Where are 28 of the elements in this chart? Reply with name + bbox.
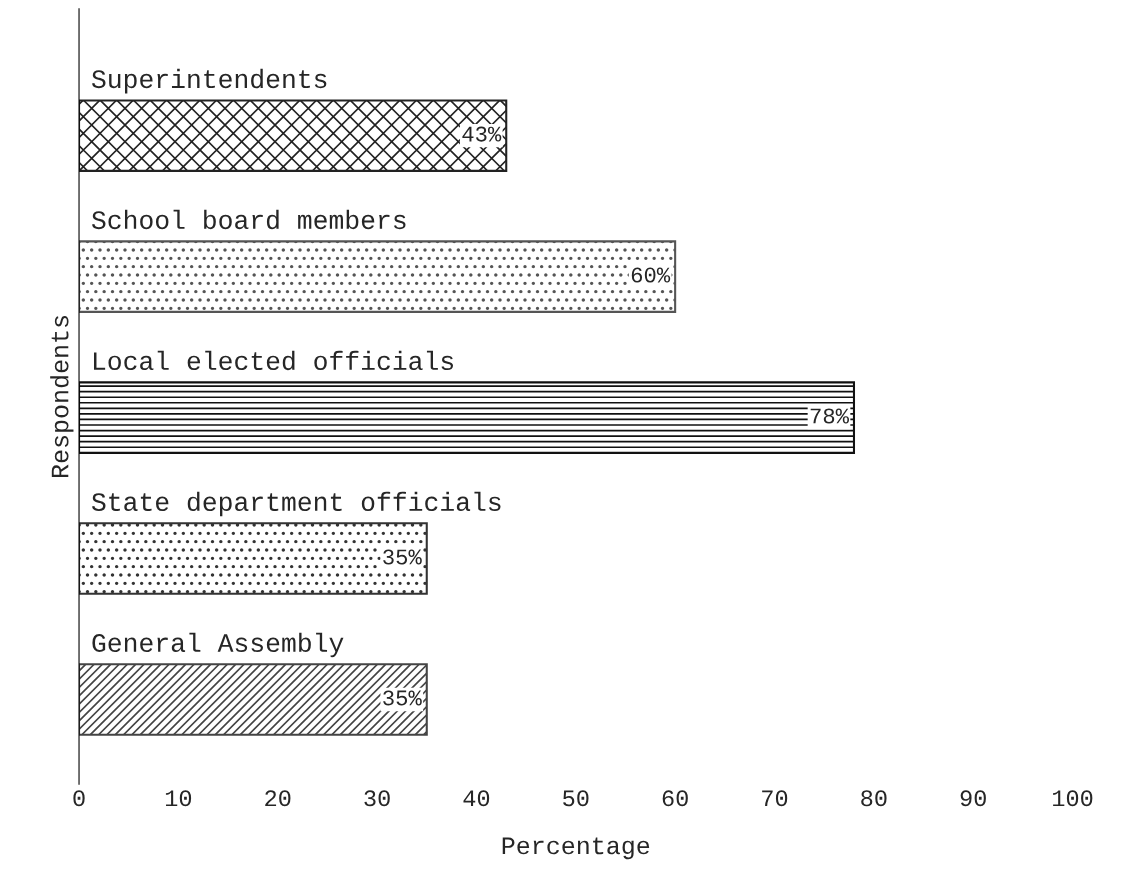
x-tick-label: 40 (463, 790, 490, 807)
data-label: 60% (631, 267, 671, 283)
data-label: 78% (810, 408, 850, 424)
y-tick-label: State department officials (91, 491, 501, 517)
x-tick-label: 80 (861, 790, 887, 807)
data-label: 35% (383, 690, 422, 706)
y-tick-label: General Assembly (92, 632, 344, 658)
y-tick-label: School board members (91, 209, 406, 230)
y-tick-label: Local elected officials (94, 350, 453, 371)
x-tick-label: 10 (165, 790, 192, 807)
bar (79, 381, 856, 454)
x-tick-label: 70 (762, 790, 788, 807)
bar (79, 522, 428, 595)
x-tick-label: 90 (960, 790, 986, 807)
y-tick-label: Superintendents (91, 68, 327, 94)
x-tick-label: 30 (364, 790, 390, 807)
x-axis-title: Percentage (502, 837, 650, 860)
x-tick-label: 20 (265, 790, 291, 807)
x-tick-label: 50 (563, 790, 589, 807)
bar (79, 240, 677, 313)
data-label: 35% (383, 549, 422, 565)
x-tick-label: 0 (73, 790, 85, 807)
x-tick-label: 60 (662, 790, 688, 807)
x-tick-label: 100 (1053, 790, 1093, 807)
data-label: 43% (462, 126, 502, 142)
bar (79, 99, 508, 172)
bar (79, 663, 428, 736)
y-axis-title: Respondents (50, 316, 74, 477)
